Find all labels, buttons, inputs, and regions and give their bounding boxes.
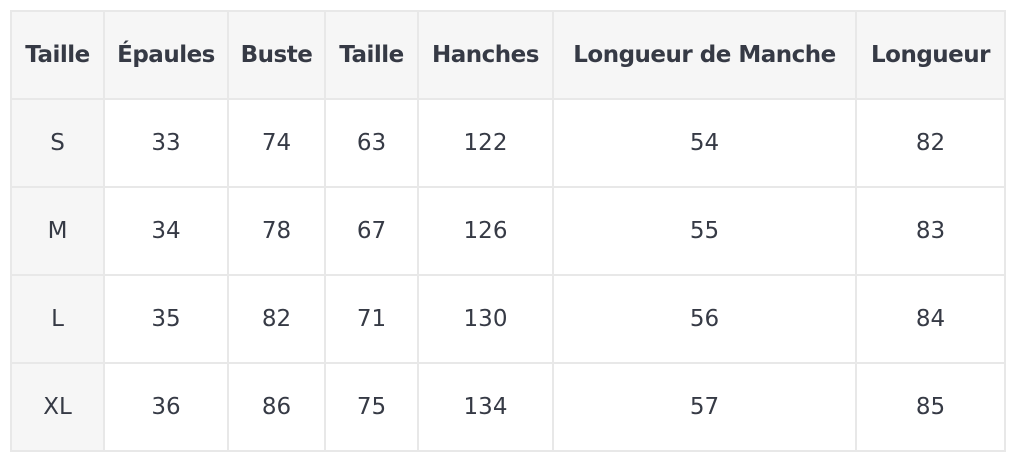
size-label-cell: XL <box>10 362 105 452</box>
column-header: Hanches <box>417 10 554 100</box>
header-row: Taille Épaules Buste Taille Hanches Longueur … <box>10 10 1006 100</box>
column-header: Longueur de Manche <box>552 10 857 100</box>
table-row: M 34 78 67 126 55 83 <box>10 186 1006 276</box>
measurement-cell: 55 <box>552 186 857 276</box>
column-header: Buste <box>227 10 326 100</box>
size-label-cell: L <box>10 274 105 364</box>
size-chart-table: Taille Épaules Buste Taille Hanches Longueur … <box>10 10 1006 452</box>
table-row: XL 36 86 75 134 57 85 <box>10 362 1006 452</box>
measurement-cell: 63 <box>324 98 419 188</box>
measurement-cell: 57 <box>552 362 857 452</box>
measurement-cell: 122 <box>417 98 554 188</box>
measurement-cell: 36 <box>103 362 229 452</box>
measurement-cell: 130 <box>417 274 554 364</box>
table-row: S 33 74 63 122 54 82 <box>10 98 1006 188</box>
column-header: Épaules <box>103 10 229 100</box>
measurement-cell: 75 <box>324 362 419 452</box>
measurement-cell: 74 <box>227 98 326 188</box>
size-label-cell: S <box>10 98 105 188</box>
measurement-cell: 71 <box>324 274 419 364</box>
column-header: Taille <box>324 10 419 100</box>
measurement-cell: 82 <box>227 274 326 364</box>
measurement-cell: 56 <box>552 274 857 364</box>
measurement-cell: 35 <box>103 274 229 364</box>
measurement-cell: 134 <box>417 362 554 452</box>
measurement-cell: 86 <box>227 362 326 452</box>
measurement-cell: 82 <box>855 98 1006 188</box>
measurement-cell: 84 <box>855 274 1006 364</box>
measurement-cell: 85 <box>855 362 1006 452</box>
measurement-cell: 54 <box>552 98 857 188</box>
measurement-cell: 33 <box>103 98 229 188</box>
measurement-cell: 34 <box>103 186 229 276</box>
measurement-cell: 78 <box>227 186 326 276</box>
table-row: L 35 82 71 130 56 84 <box>10 274 1006 364</box>
column-header: Taille <box>10 10 105 100</box>
column-header: Longueur <box>855 10 1006 100</box>
measurement-cell: 126 <box>417 186 554 276</box>
measurement-cell: 83 <box>855 186 1006 276</box>
measurement-cell: 67 <box>324 186 419 276</box>
size-label-cell: M <box>10 186 105 276</box>
